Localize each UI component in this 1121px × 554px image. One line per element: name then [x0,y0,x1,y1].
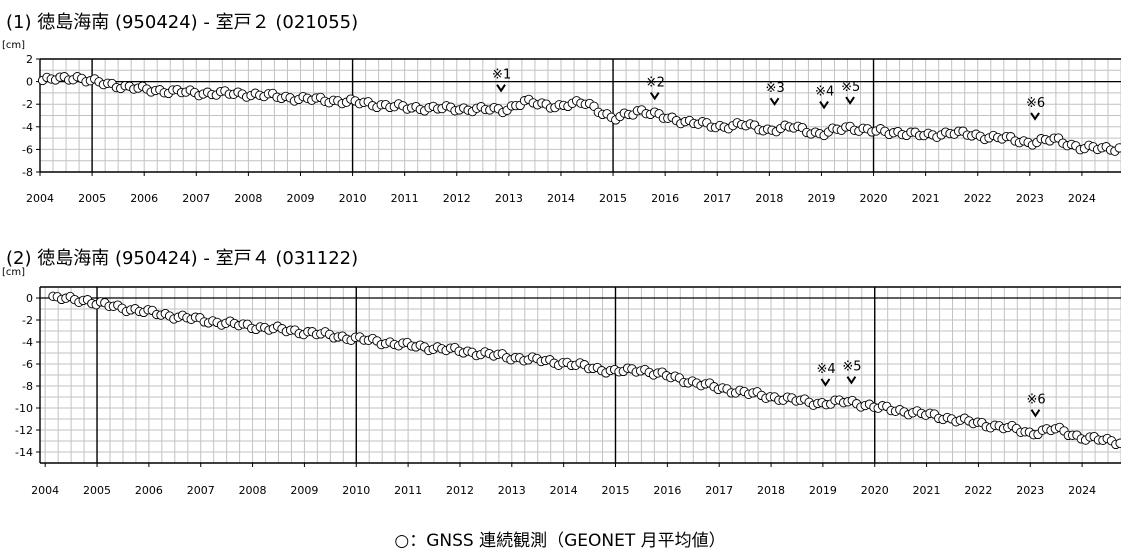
y-tick-label: -2 [22,98,33,111]
annotation-label: ※6 [1026,96,1045,111]
x-tick-label: 2016 [653,484,681,497]
x-tick-label: 2007 [182,192,210,205]
x-tick-label: 2005 [78,192,106,205]
x-tick-label: 2004 [31,484,59,497]
x-tick-label: 2024 [1068,484,1096,497]
annotation-chevron-icon [1030,112,1040,121]
x-tick-label: 2010 [339,192,367,205]
x-tick-label: 2005 [83,484,111,497]
annotation-chevron-icon [845,96,855,105]
x-tick-label: 2011 [391,192,419,205]
y-tick-label: -14 [15,446,33,459]
x-tick-label: 2024 [1068,192,1096,205]
grid [40,286,1121,464]
x-tick-label: 2022 [964,192,992,205]
annotation-label: ※3 [766,81,785,96]
x-tick-label: 2018 [755,192,783,205]
chart-1-unit-label: [cm] [2,40,25,51]
annotation-label: ※6 [1026,393,1045,408]
data-point [1115,438,1121,448]
x-tick-label: 2009 [290,484,318,497]
annotation-chevron-icon [820,378,831,387]
chart-2-plot: 0 -2 -4 -6 -8 -10 -12 -14 2004 2005 2006 2007 2008 20… [15,286,1121,497]
annotation-label: ※5 [842,360,861,375]
chart-2-unit-label: [cm] [2,267,25,278]
y-tick-label: -12 [15,424,33,437]
y-tick-label: -2 [22,314,33,327]
x-tick-label: 2018 [757,484,785,497]
x-tick-label: 2023 [1016,484,1044,497]
annotation-chevron-icon [846,376,857,385]
annotation-label: ※2 [646,76,665,91]
y-tick-label: -4 [22,336,33,349]
grid [39,58,1121,173]
x-tick-label: 2014 [547,192,575,205]
annotation-label: ※4 [815,85,834,100]
chart-1-title: (1) 徳島海南 (950424) - 室戸２ (021055) [6,12,358,33]
annotation-label: ※1 [492,68,511,83]
y-tick-label: -6 [22,358,33,371]
annotation-chevron-icon [819,101,829,110]
x-tick-label: 2020 [860,192,888,205]
x-tick-label: 2009 [286,192,314,205]
x-tick-label: 2007 [187,484,215,497]
y-tick-label: 0 [26,292,33,305]
x-tick-label: 2004 [26,192,54,205]
data-points [48,291,1121,450]
annotation-chevron-icon [649,91,660,101]
x-tick-label: 2012 [446,484,474,497]
annotation-chevron-icon [1030,409,1041,418]
x-tick-label: 2020 [861,484,889,497]
chart-1-plot: 2 0 -2 -4 -6 -8 2004 2005 2006 2007 2008 2009 2010 20… [22,53,1121,205]
x-tick-label: 2008 [234,192,262,205]
x-tick-label: 2023 [1016,192,1044,205]
y-tick-label: -8 [22,380,33,393]
x-tick-label: 2015 [601,484,629,497]
x-tick-label: 2015 [599,192,627,205]
x-tick-label: 2021 [913,484,941,497]
x-tick-label: 2013 [495,192,523,205]
legend-text: ○：GNSS 連続観測（GEONET 月平均値） [394,531,725,551]
x-tick-label: 2016 [651,192,679,205]
x-tick-label: 2008 [239,484,267,497]
annotation-label: ※5 [841,80,860,95]
x-tick-label: 2013 [498,484,526,497]
x-tick-label: 2022 [964,484,992,497]
y-tick-label: -6 [22,143,33,156]
y-tick-label: 2 [26,53,33,66]
y-tick-label: -8 [22,166,33,179]
annotation-chevron-icon [496,84,506,93]
x-tick-label: 2011 [394,484,422,497]
data-points [37,72,1121,156]
y-tick-label: 0 [26,76,33,89]
x-tick-label: 2019 [809,484,837,497]
data-point [1114,143,1121,153]
x-tick-label: 2014 [550,484,578,497]
x-tick-label: 2006 [135,484,163,497]
chart-2-title: (2) 徳島海南 (950424) - 室戸４ (031122) [6,248,358,269]
x-tick-label: 2006 [130,192,158,205]
x-tick-label: 2017 [703,192,731,205]
annotation-chevron-icon [769,97,780,107]
x-tick-label: 2021 [912,192,940,205]
y-tick-label: -10 [15,402,33,415]
y-tick-label: -4 [22,121,33,134]
x-tick-label: 2010 [342,484,370,497]
x-tick-label: 2017 [705,484,733,497]
annotation-label: ※4 [816,362,835,377]
x-tick-label: 2019 [807,192,835,205]
x-tick-label: 2012 [443,192,471,205]
